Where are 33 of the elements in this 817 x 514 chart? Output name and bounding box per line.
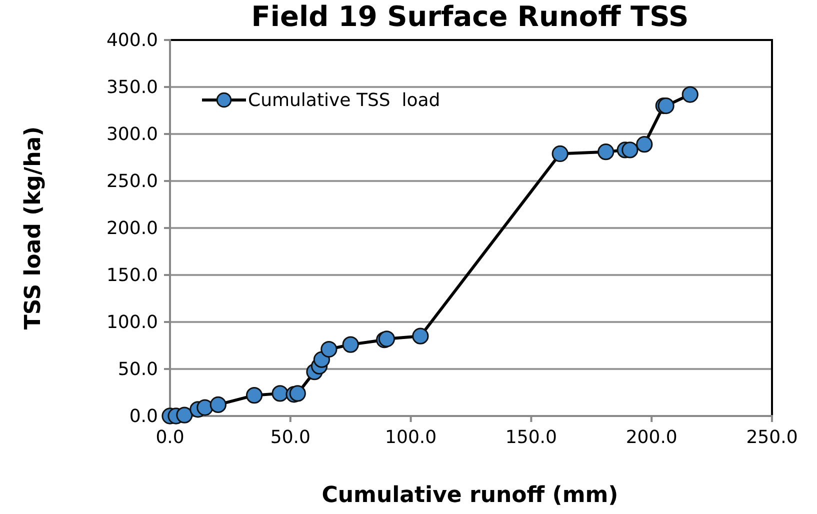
point — [552, 145, 568, 162]
y-tick-label: 400.0 — [106, 30, 158, 51]
y-tick-label: 250.0 — [106, 170, 158, 192]
x-tick-label: 100.0 — [385, 426, 437, 448]
x-tick-label: 50.0 — [270, 426, 310, 448]
point — [342, 336, 359, 353]
point — [289, 385, 306, 402]
point — [682, 86, 698, 103]
y-tick-label: 350.0 — [106, 76, 158, 98]
point — [598, 144, 614, 160]
y-axis-title: TSS load (kg/ha) — [21, 126, 46, 330]
x-tick-label: 150.0 — [505, 426, 557, 448]
point — [210, 396, 226, 414]
x-tick-label: 250.0 — [746, 426, 798, 448]
x-tick-label: 0.0 — [156, 426, 184, 448]
point — [412, 328, 429, 344]
point — [622, 142, 638, 158]
y-tick-label: 0.0 — [129, 406, 158, 427]
y-tick-label: 150.0 — [106, 264, 158, 286]
x-tick-label: 200.0 — [626, 426, 678, 448]
point — [176, 406, 193, 424]
point — [272, 385, 288, 402]
y-tick-label: 50.0 — [118, 358, 158, 380]
point — [636, 136, 653, 153]
x-axis-title: Cumulative runoff (mm) — [322, 483, 618, 508]
point — [196, 399, 214, 416]
point — [320, 340, 338, 358]
chart-title: Field 19 Surface Runoff TSS — [251, 0, 689, 33]
y-tick-label: 200.0 — [106, 218, 158, 239]
y-tick-label: 100.0 — [106, 312, 158, 333]
legend-label: Cumulative TSS load — [248, 90, 440, 111]
point — [246, 387, 263, 404]
y-tick-label: 300.0 — [106, 124, 158, 145]
